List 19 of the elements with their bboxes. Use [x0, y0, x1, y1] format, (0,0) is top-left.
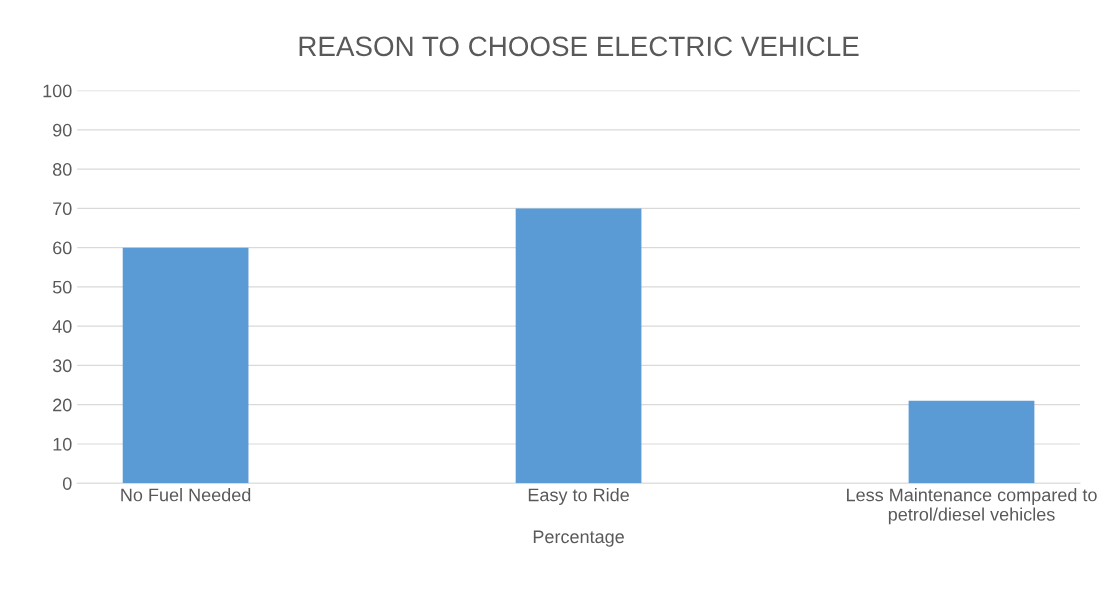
bar — [908, 400, 1035, 484]
bar — [515, 208, 642, 484]
y-tick-label: 70 — [53, 202, 72, 216]
y-tick-label: 90 — [53, 123, 72, 137]
y-tick-label: 30 — [52, 359, 72, 373]
y-tick-label: 100 — [43, 84, 72, 98]
y-tick-label: 0 — [62, 477, 72, 490]
y-tick-label: 50 — [52, 280, 72, 294]
x-tick-label: Easy to Ride — [528, 488, 629, 505]
y-tick-label: 20 — [53, 398, 72, 412]
y-tick-label: 40 — [52, 320, 72, 333]
bar — [122, 247, 249, 484]
x-tick-label: No Fuel Needed — [121, 488, 251, 502]
y-tick-label: 10 — [53, 437, 72, 451]
y-tick-label: 60 — [53, 241, 72, 255]
y-tick-label: 80 — [52, 163, 72, 176]
x-tick-label: Less Maintenance compared to petrol/diesel vehicles — [847, 488, 1097, 525]
x-axis-title: Percentage — [533, 530, 624, 547]
chart-title: REASON TO CHOOSE ELECTRIC VEHICLE — [299, 36, 859, 57]
